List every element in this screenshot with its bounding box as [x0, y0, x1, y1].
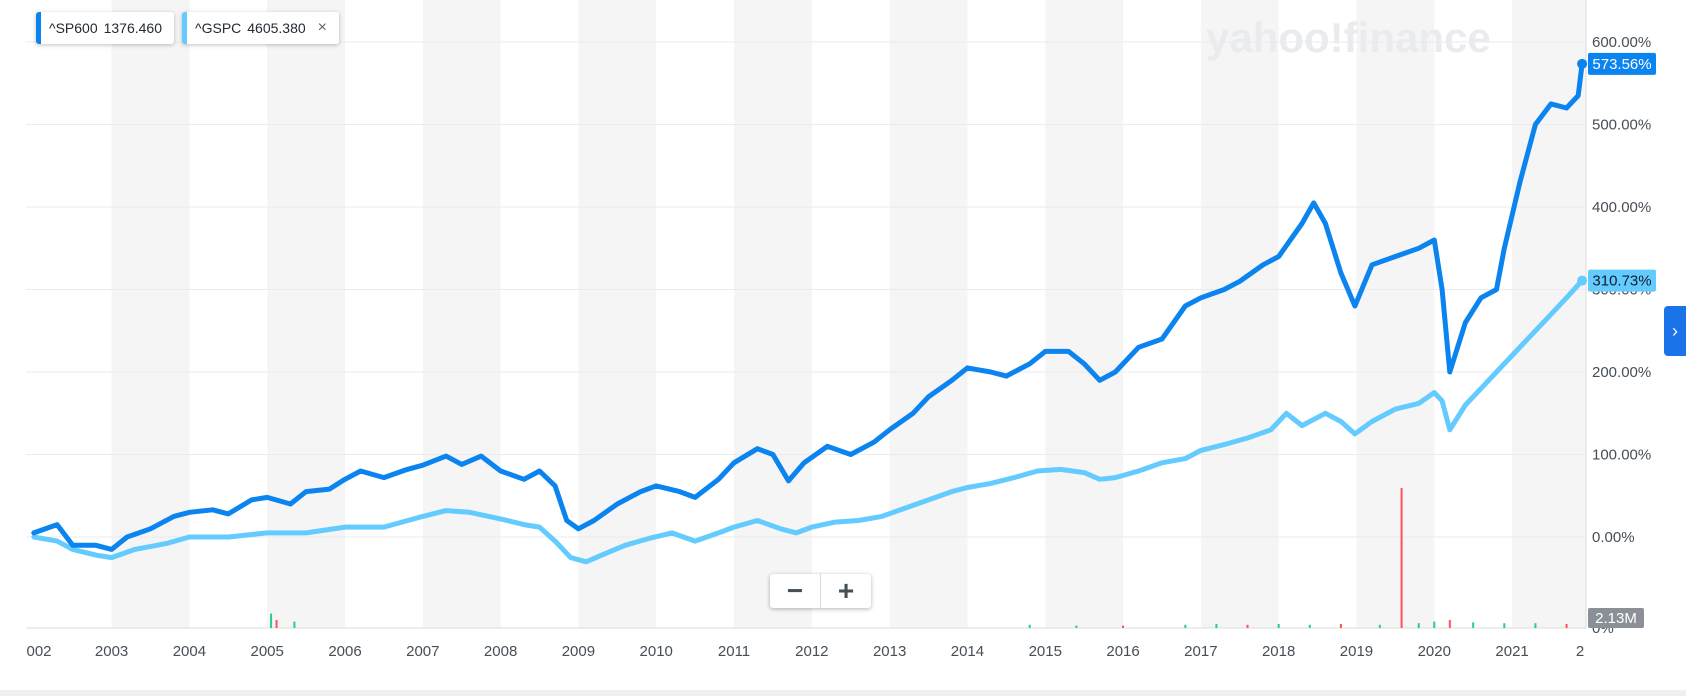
watermark: yahoo!finance	[1206, 14, 1491, 61]
x-tick-label: 2007	[406, 643, 439, 660]
volume-bar	[1028, 624, 1031, 628]
y-tick-label: 100.00%	[1592, 447, 1651, 464]
volume-label: 2.13M	[1588, 608, 1644, 628]
volume-bar	[1503, 623, 1506, 628]
y-tick-label: 500.00%	[1592, 117, 1651, 134]
x-tick-label: 2019	[1340, 643, 1373, 660]
year-band	[1200, 0, 1279, 628]
volume-bar	[1339, 624, 1342, 628]
series-line-gspc[interactable]	[31, 278, 1585, 565]
end-label-gspc: 310.73%	[1577, 269, 1656, 292]
volume-bar	[1184, 624, 1187, 628]
year-band	[111, 0, 190, 628]
x-tick-label: 2018	[1262, 643, 1295, 660]
x-tick-label: 2011	[718, 643, 750, 660]
year-bands	[111, 0, 1586, 628]
legend: ^SP600 1376.460 ^GSPC 4605.380 ×	[36, 12, 340, 44]
y-axis: 600.00%500.00%400.00%300.00%200.00%100.0…	[1588, 34, 1651, 637]
volume-bar	[1308, 624, 1311, 628]
svg-text:2.13M: 2.13M	[1595, 610, 1637, 627]
y-tick-label: 0.00%	[1592, 529, 1635, 546]
volume-bar	[1433, 621, 1436, 628]
volume-bar	[1215, 624, 1218, 628]
x-tick-label: 2004	[173, 643, 206, 660]
x-tick-label: 2014	[951, 643, 984, 660]
x-axis: 002 2003 2004 2005 2006 2007 2008 2009 2010 2011 2…	[26, 643, 1584, 660]
volume-bar	[1246, 624, 1249, 628]
x-tick-label: 2013	[873, 643, 906, 660]
zoom-controls: − +	[770, 574, 871, 608]
x-tick-label: 2006	[328, 643, 361, 660]
x-tick-label: 2010	[640, 643, 673, 660]
legend-value: 4605.380	[247, 20, 306, 36]
x-tick-label: 2017	[1184, 643, 1217, 660]
expand-panel-button[interactable]: ›	[1664, 306, 1686, 356]
legend-symbol: ^GSPC	[195, 20, 242, 36]
volume-bar	[1378, 624, 1381, 628]
x-tick-label: 002	[26, 643, 51, 660]
series-line-sp600[interactable]	[31, 61, 1585, 552]
close-icon[interactable]: ×	[317, 19, 328, 36]
volume-bar	[1075, 625, 1078, 628]
legend-symbol: ^SP600	[49, 20, 98, 36]
volume-bar	[1534, 623, 1537, 628]
legend-chip-gspc[interactable]: ^GSPC 4605.380 ×	[182, 12, 340, 44]
y-tick-label: 200.00%	[1592, 364, 1651, 381]
series-lines	[31, 61, 1585, 565]
year-band	[889, 0, 968, 628]
x-tick-label: 2	[1576, 643, 1584, 660]
volume-bar	[1472, 622, 1475, 628]
volume-bar	[1565, 624, 1568, 628]
gspc-color-bar	[182, 12, 188, 44]
x-tick-label: 2015	[1029, 643, 1062, 660]
year-band	[267, 0, 346, 628]
volume-bar	[1400, 488, 1403, 628]
year-band	[578, 0, 657, 628]
x-tick-label: 2012	[795, 643, 828, 660]
volume-bar	[1277, 624, 1280, 628]
year-band	[1356, 0, 1435, 628]
x-tick-label: 2020	[1418, 643, 1451, 660]
zoom-out-button[interactable]: −	[786, 575, 804, 606]
series-end-labels: 573.56% 310.73%	[1577, 52, 1656, 292]
volume-bar	[1417, 623, 1420, 628]
legend-chip-sp600[interactable]: ^SP600 1376.460	[36, 12, 175, 44]
x-tick-label: 2016	[1106, 643, 1139, 660]
x-tick-label: 2021	[1495, 643, 1528, 660]
volume-bar	[270, 613, 273, 628]
year-band	[422, 0, 501, 628]
volume-bar	[1122, 625, 1125, 628]
end-label-sp600: 573.56%	[1577, 52, 1656, 75]
legend-value: 1376.460	[103, 20, 163, 36]
zoom-in-button[interactable]: +	[820, 574, 871, 608]
x-tick-label: 2003	[95, 643, 128, 660]
x-tick-label: 2005	[251, 643, 284, 660]
volume-bar	[1448, 620, 1451, 628]
x-tick-label: 2008	[484, 643, 517, 660]
chevron-right-icon: ›	[1672, 320, 1678, 341]
y-tick-label: 600.00%	[1592, 34, 1651, 51]
volume-bars	[270, 488, 1568, 628]
x-tick-label: 2009	[562, 643, 595, 660]
y-tick-label: 400.00%	[1592, 199, 1651, 216]
svg-text:573.56%: 573.56%	[1592, 56, 1651, 73]
sp600-color-bar	[36, 12, 41, 44]
svg-text:310.73%: 310.73%	[1592, 273, 1651, 290]
volume-bar	[275, 620, 278, 628]
volume-bar	[293, 621, 296, 628]
year-band	[1045, 0, 1124, 628]
footer-strip	[0, 690, 1686, 696]
